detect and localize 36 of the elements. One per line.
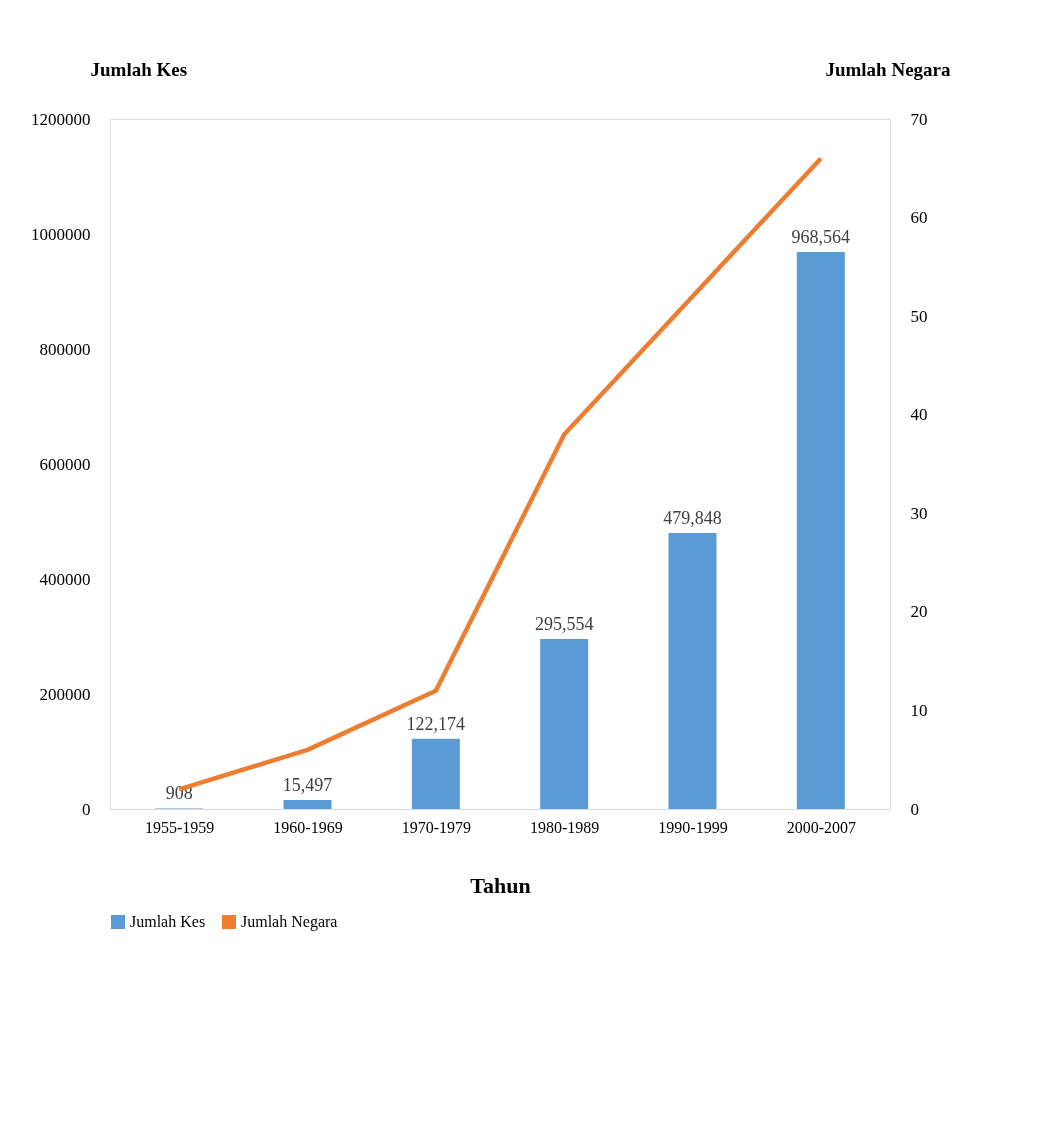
bar bbox=[796, 252, 845, 809]
y2-axis-title: Jumlah Negara bbox=[825, 58, 951, 80]
data-label: 15,497 bbox=[282, 775, 333, 796]
data-label: 122,174 bbox=[406, 713, 466, 734]
x-axis-title: Tahun bbox=[470, 872, 531, 898]
y2-tick-label: 60 bbox=[910, 208, 928, 228]
bar bbox=[668, 533, 717, 809]
y2-tick-label: 50 bbox=[910, 306, 928, 326]
bar bbox=[540, 639, 589, 809]
bar bbox=[283, 800, 332, 809]
y-tick-label: 600000 bbox=[39, 454, 91, 474]
x-tick-label: 1955-1959 bbox=[145, 818, 215, 836]
y2-tick-label: 30 bbox=[910, 503, 928, 523]
y-tick-label: 0 bbox=[82, 799, 91, 819]
y-tick-label: 400000 bbox=[39, 569, 91, 589]
data-label: 968,564 bbox=[791, 227, 851, 248]
data-label: 479,848 bbox=[663, 508, 722, 529]
y-tick-label: 800000 bbox=[39, 339, 91, 359]
legend-label: Jumlah Negara bbox=[241, 913, 338, 931]
y2-tick-label: 20 bbox=[910, 602, 928, 622]
y2-tick-label: 40 bbox=[910, 405, 928, 425]
y-tick-label: 1200000 bbox=[31, 109, 91, 129]
y-tick-label: 200000 bbox=[39, 684, 91, 704]
y2-tick-label: 10 bbox=[910, 700, 928, 720]
x-tick-label: 1960-1969 bbox=[273, 818, 343, 836]
x-tick-label: 1980-1989 bbox=[530, 818, 600, 836]
y-tick-label: 1000000 bbox=[31, 224, 91, 244]
y-axis-title: Jumlah Kes bbox=[90, 58, 188, 80]
legend-label: Jumlah Kes bbox=[130, 913, 206, 930]
x-tick-label: 1970-1979 bbox=[401, 818, 471, 836]
bar bbox=[411, 738, 460, 809]
x-tick-label: 2000-2007 bbox=[786, 818, 856, 836]
y2-tick-label: 0 bbox=[910, 799, 919, 819]
data-label: 295,554 bbox=[534, 614, 594, 635]
x-tick-label: 1990-1999 bbox=[658, 818, 728, 836]
y2-tick-label: 70 bbox=[910, 109, 928, 129]
